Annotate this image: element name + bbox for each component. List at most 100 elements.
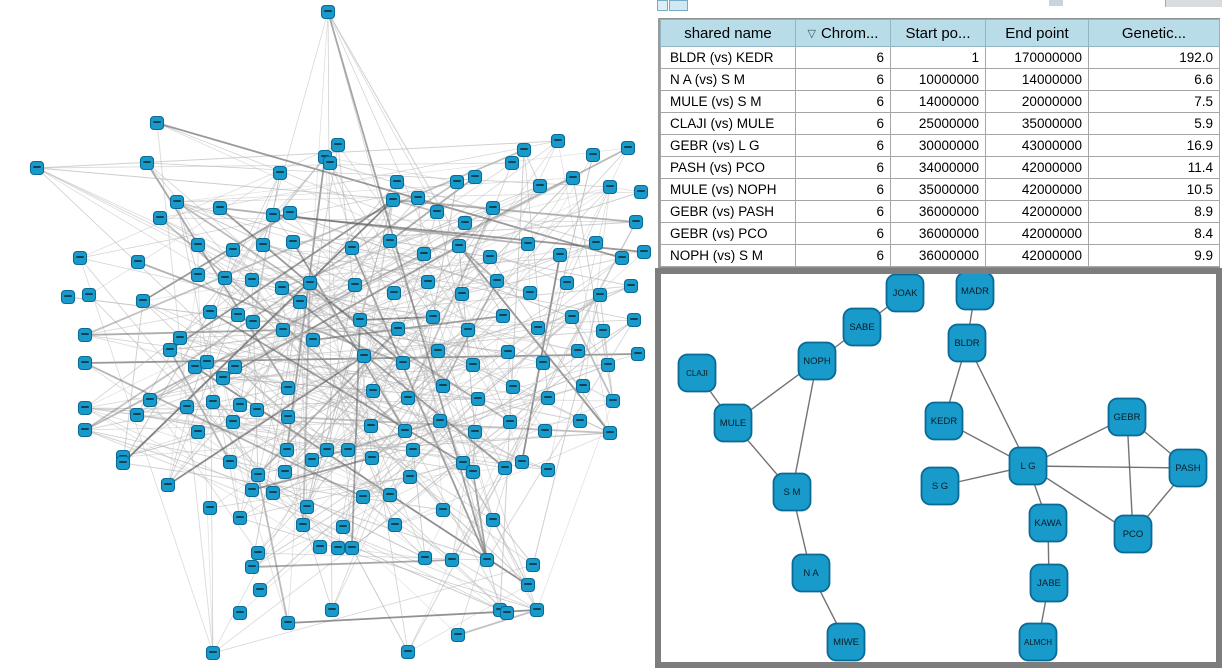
network-node[interactable] xyxy=(152,210,168,226)
table-row[interactable]: MULE (vs) NOPH 6 35000000 42000000 10.5 xyxy=(660,178,1220,201)
network-node[interactable] xyxy=(274,280,290,296)
network-node[interactable] xyxy=(212,200,228,216)
network-node[interactable] xyxy=(502,414,518,430)
network-node-jabe[interactable]: JABE xyxy=(1029,563,1069,603)
cell-value[interactable]: 25000000 xyxy=(890,112,986,135)
network-node[interactable] xyxy=(81,287,97,303)
cell-value[interactable]: 16.9 xyxy=(1088,134,1220,157)
network-node-pco[interactable]: PCO xyxy=(1113,514,1153,554)
network-node[interactable] xyxy=(280,380,296,396)
network-node[interactable] xyxy=(633,184,649,200)
cell-value[interactable]: 35000000 xyxy=(985,112,1089,135)
network-node[interactable] xyxy=(455,455,471,471)
network-node[interactable] xyxy=(485,512,501,528)
network-node[interactable] xyxy=(77,327,93,343)
network-node[interactable] xyxy=(482,249,498,265)
network-node-lg[interactable]: L G xyxy=(1008,446,1048,486)
network-node[interactable] xyxy=(537,423,553,439)
cell-shared-name[interactable]: GEBR (vs) PASH xyxy=(660,200,796,223)
network-node[interactable] xyxy=(330,540,346,556)
overview-network-panel[interactable] xyxy=(0,0,655,669)
network-node[interactable] xyxy=(227,359,243,375)
network-node[interactable] xyxy=(77,400,93,416)
network-node[interactable] xyxy=(215,370,231,386)
network-node[interactable] xyxy=(292,294,308,310)
network-node[interactable] xyxy=(330,137,346,153)
network-node[interactable] xyxy=(244,559,260,575)
network-node[interactable] xyxy=(602,425,618,441)
network-node[interactable] xyxy=(575,378,591,394)
network-node-madr[interactable]: MADR xyxy=(955,274,995,311)
network-node[interactable] xyxy=(363,418,379,434)
cell-value[interactable]: 42000000 xyxy=(985,222,1089,245)
cell-shared-name[interactable]: N A (vs) S M xyxy=(660,68,796,91)
cell-value[interactable]: 6 xyxy=(795,134,891,157)
network-node[interactable] xyxy=(179,399,195,415)
network-node[interactable] xyxy=(588,235,604,251)
cell-value[interactable]: 36000000 xyxy=(890,222,986,245)
cell-value[interactable]: 34000000 xyxy=(890,156,986,179)
network-node-sm[interactable]: S M xyxy=(772,472,812,512)
network-node[interactable] xyxy=(172,330,188,346)
network-node[interactable] xyxy=(29,160,45,176)
network-node[interactable] xyxy=(572,413,588,429)
network-node[interactable] xyxy=(389,174,405,190)
network-node[interactable] xyxy=(397,423,413,439)
network-node[interactable] xyxy=(305,332,321,348)
cell-value[interactable]: 192.0 xyxy=(1088,46,1220,69)
cell-value[interactable]: 10.5 xyxy=(1088,178,1220,201)
table-row[interactable]: N A (vs) S M 6 10000000 14000000 6.6 xyxy=(660,68,1220,91)
network-node[interactable] xyxy=(387,517,403,533)
network-node[interactable] xyxy=(435,378,451,394)
cell-value[interactable]: 170000000 xyxy=(985,46,1089,69)
network-node[interactable] xyxy=(449,174,465,190)
network-node[interactable] xyxy=(623,278,639,294)
network-node[interactable] xyxy=(420,274,436,290)
network-node[interactable] xyxy=(142,392,158,408)
network-node[interactable] xyxy=(386,285,402,301)
network-node[interactable] xyxy=(190,237,206,253)
table-row[interactable]: NOPH (vs) S M 6 36000000 42000000 9.9 xyxy=(660,244,1220,267)
network-node[interactable] xyxy=(530,320,546,336)
network-node[interactable] xyxy=(454,286,470,302)
network-node[interactable] xyxy=(77,355,93,371)
network-node[interactable] xyxy=(356,348,372,364)
network-node[interactable] xyxy=(344,540,360,556)
cell-value[interactable]: 6 xyxy=(795,90,891,113)
cell-value[interactable]: 14000000 xyxy=(985,68,1089,91)
network-node[interactable] xyxy=(451,238,467,254)
network-node[interactable] xyxy=(602,179,618,195)
network-node[interactable] xyxy=(232,510,248,526)
filtered-network-canvas[interactable]: JOAK MADR SABE NOPH CLAJI BLDR MULE KEDR GEBR S G… xyxy=(661,274,1216,662)
table-row[interactable]: PASH (vs) PCO 6 34000000 42000000 11.4 xyxy=(660,156,1220,179)
network-node[interactable] xyxy=(522,285,538,301)
network-node[interactable] xyxy=(249,402,265,418)
cell-value[interactable]: 42000000 xyxy=(985,244,1089,267)
network-node[interactable] xyxy=(516,142,532,158)
network-node[interactable] xyxy=(382,233,398,249)
network-node[interactable] xyxy=(525,557,541,573)
network-node-claji[interactable]: CLAJI xyxy=(677,353,717,393)
cell-value[interactable]: 42000000 xyxy=(985,178,1089,201)
network-node[interactable] xyxy=(395,355,411,371)
network-node[interactable] xyxy=(280,409,296,425)
network-node[interactable] xyxy=(444,552,460,568)
cell-value[interactable]: 10000000 xyxy=(890,68,986,91)
network-node[interactable] xyxy=(352,312,368,328)
cell-value[interactable]: 6 xyxy=(795,156,891,179)
network-node[interactable] xyxy=(275,322,291,338)
network-node[interactable] xyxy=(416,246,432,262)
network-node[interactable] xyxy=(187,359,203,375)
network-node[interactable] xyxy=(130,254,146,270)
network-node-kawa[interactable]: KAWA xyxy=(1028,503,1068,543)
cell-value[interactable]: 36000000 xyxy=(890,244,986,267)
cell-value[interactable]: 8.4 xyxy=(1088,222,1220,245)
network-node[interactable] xyxy=(614,250,630,266)
network-node[interactable] xyxy=(636,244,652,260)
network-node[interactable] xyxy=(479,552,495,568)
network-node[interactable] xyxy=(559,275,575,291)
cell-value[interactable]: 6 xyxy=(795,200,891,223)
cell-value[interactable]: 6 xyxy=(795,244,891,267)
cell-value[interactable]: 1 xyxy=(890,46,986,69)
network-node[interactable] xyxy=(199,354,215,370)
